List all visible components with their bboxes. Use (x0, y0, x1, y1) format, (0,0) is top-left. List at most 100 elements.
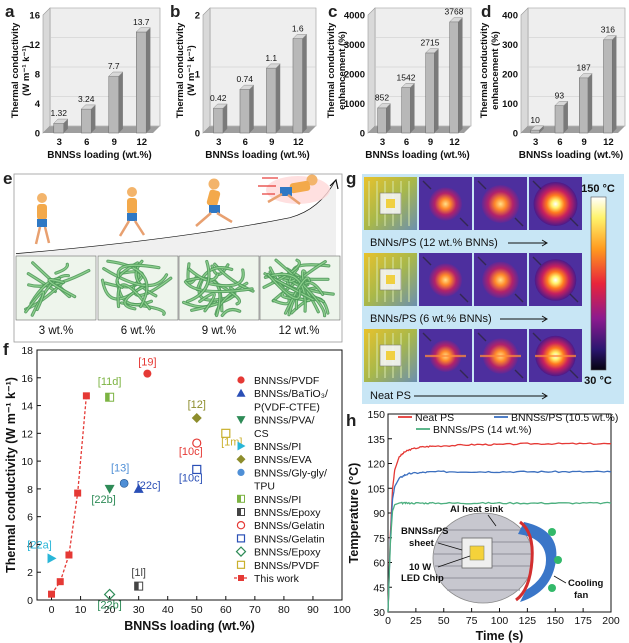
thermal-image (529, 177, 582, 230)
x-tick-label: 125 (519, 615, 537, 627)
x-axis-title: BNNSs loading (wt.%) (124, 619, 255, 633)
bar-value-label: 0.74 (236, 74, 253, 84)
plot-floor (368, 126, 471, 133)
point-ref-label: [22c] (137, 480, 161, 492)
legend-label: BNNSs/EVA (254, 454, 312, 466)
y-tick-label: 0 (35, 129, 40, 140)
x-tick-label: 3 (533, 137, 538, 148)
literature-point (103, 588, 116, 601)
bar-top (530, 125, 545, 131)
network-label-9: 9 wt.% (202, 325, 237, 337)
bar (401, 87, 411, 134)
bar-side (563, 101, 568, 133)
y-tick-label: 16 (29, 11, 40, 22)
y-tick-label: 10 (21, 456, 33, 468)
x-tick-label: 175 (574, 615, 592, 627)
y-tick-label: 200 (502, 70, 518, 81)
bar (53, 123, 64, 134)
ps-sheet-icon (461, 537, 493, 569)
series-line (387, 442, 611, 613)
bar-value-label: 1.32 (50, 108, 67, 118)
panel-e-schematic: 3 wt.% 6 wt.% 9 wt.% 12 wt.% (13, 173, 343, 343)
literature-point (47, 553, 57, 564)
x-tick-label: 60 (220, 604, 232, 616)
bar (292, 38, 303, 134)
y-tick-label: 1000 (344, 99, 365, 110)
y-axis-title: Temperature (°C) (347, 463, 361, 564)
led-chip-icon (469, 545, 485, 561)
bar-side (276, 63, 281, 133)
inset-fan-label-2: fan (574, 590, 588, 601)
literature-point (221, 428, 231, 438)
literature-point (192, 464, 202, 475)
y-tick-label: 8 (27, 484, 33, 496)
bar-side (223, 104, 228, 133)
x-tick-label: 100 (333, 604, 351, 616)
x-tick-label: 9 (112, 137, 117, 148)
y-axis-unit: enhancement (%) (337, 31, 348, 110)
x-tick-label: 100 (491, 615, 509, 627)
bar-side (249, 85, 254, 133)
bar-value-label: 3768 (445, 7, 464, 17)
point-ref-label: [10c] (179, 472, 203, 484)
legend-marker (236, 534, 246, 543)
thermal-image (419, 177, 472, 230)
y-tick-label: 1 (195, 70, 201, 81)
y-tick-label: 105 (367, 483, 385, 495)
legend-label: BNNSs/Epoxy (254, 547, 321, 559)
literature-point (104, 484, 115, 494)
cooling-fan-icon (518, 522, 557, 602)
series-line (387, 501, 612, 613)
legend-marker-half (237, 508, 241, 516)
literature-point (191, 413, 202, 424)
x-tick-label: 9 (269, 137, 274, 148)
panel-label-c: c (328, 2, 337, 21)
panel-label-d: d (481, 2, 491, 21)
network-tile (178, 255, 260, 321)
runner-2-icon (118, 187, 146, 237)
bar-chart-c: 0 1000 2000 3000 4000 852 3 1542 6 2715 9 3768 12 BNN… (326, 7, 472, 161)
y-tick-label: 30 (373, 607, 385, 619)
x-tick-label: 70 (249, 604, 261, 616)
literature-point-half (134, 582, 139, 591)
bar-top (401, 83, 416, 88)
bar-value-label: 0.42 (210, 93, 227, 103)
inset-sheet-label-1: BNNSs/PS (401, 526, 449, 537)
bar (136, 31, 147, 134)
y-tick-label: 2 (195, 11, 200, 22)
bar-top (603, 35, 617, 40)
x-tick-label: 0 (49, 604, 55, 616)
bar (377, 107, 387, 134)
x-tick-label: 10 (75, 604, 87, 616)
y-axis-title: Thermal conductivity (479, 22, 490, 118)
bar (554, 105, 564, 134)
bar-top (425, 48, 440, 54)
legend-marker-half (237, 495, 241, 503)
literature-point (119, 479, 129, 488)
y-tick-label: 8 (35, 70, 40, 81)
bar-value-label: 187 (577, 63, 591, 73)
bar-top (265, 63, 281, 69)
bar (81, 108, 92, 134)
bar-value-label: 852 (375, 93, 389, 103)
bar (425, 52, 435, 134)
bar-side (434, 48, 439, 133)
plot-side-wall (202, 7, 211, 134)
y-axis-unit: enhancement (%) (490, 31, 501, 110)
bar-side (386, 103, 391, 133)
bar-top (377, 103, 392, 109)
bar (239, 89, 250, 134)
bar-side (91, 104, 96, 133)
bar (449, 21, 459, 134)
scale-max-label: 150 °C (581, 183, 615, 195)
point-ref-label: [19] (138, 357, 156, 369)
thermal-color-scale (590, 196, 607, 371)
y-axis-title: Thermal conductivity (10, 22, 21, 118)
thermal-image (474, 177, 527, 230)
runner-3-icon (195, 178, 233, 227)
x-tick-label: 6 (557, 137, 562, 148)
legend-label: BNNSs/PI (254, 441, 301, 453)
x-tick-label: 3 (216, 137, 221, 148)
bar-top (449, 17, 464, 23)
